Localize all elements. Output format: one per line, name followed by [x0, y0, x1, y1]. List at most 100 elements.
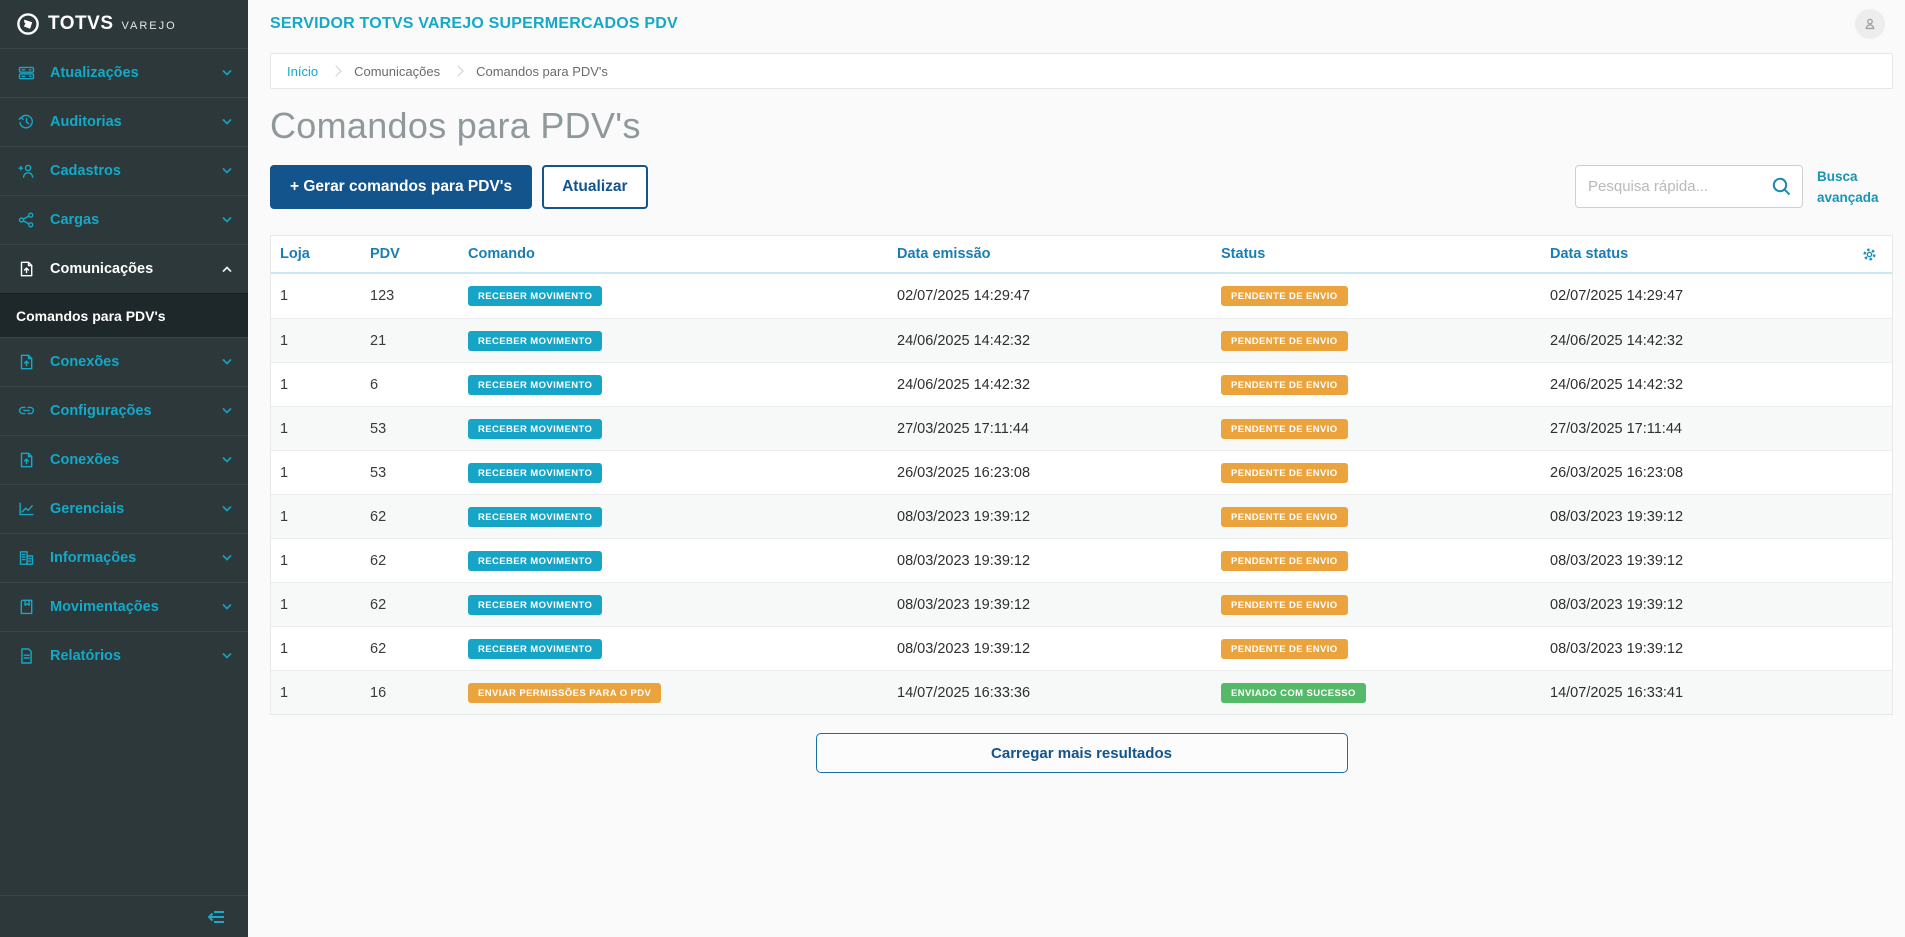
status-badge: PENDENTE DE ENVIO: [1221, 638, 1348, 659]
status-badge: PENDENTE DE ENVIO: [1221, 506, 1348, 527]
cell-data-status: 24/06/2025 14:42:32: [1550, 332, 1684, 349]
chevron-down-icon: [220, 649, 234, 663]
doc-up-icon: [16, 260, 36, 278]
sidebar-item-label: Cargas: [50, 212, 100, 228]
cell-loja: 1: [280, 376, 289, 393]
column-header-loja[interactable]: Loja: [280, 246, 310, 262]
cell-data-emissao: 08/03/2023 19:39:12: [897, 508, 1031, 525]
cell-data-emissao: 08/03/2023 19:39:12: [897, 596, 1031, 613]
sidebar-item-relato-rios[interactable]: Relatórios: [0, 631, 248, 680]
status-badge: PENDENTE DE ENVIO: [1221, 330, 1348, 351]
table-row[interactable]: 1 62 RECEBER MOVIMENTO 08/03/2023 19:39:12 P…: [271, 538, 1892, 582]
sidebar-item-informac-o-es[interactable]: Informações: [0, 533, 248, 582]
totvs-logo-icon: [16, 12, 40, 36]
command-badge: RECEBER MOVIMENTO: [468, 638, 603, 659]
quick-search: [1575, 165, 1803, 209]
cell-pdv: 53: [370, 420, 387, 437]
cell-data-status: 08/03/2023 19:39:12: [1550, 596, 1684, 613]
user-avatar-button[interactable]: [1855, 9, 1885, 39]
sidebar-item-cadastros[interactable]: Cadastros: [0, 146, 248, 195]
sidebar-item-auditorias[interactable]: Auditorias: [0, 97, 248, 146]
doc-up-icon: [16, 451, 36, 469]
sidebar-item-label: Comunicações: [50, 261, 154, 277]
cell-data-status: 27/03/2025 17:11:44: [1550, 420, 1682, 437]
user-add-icon: [16, 162, 36, 180]
generate-commands-button[interactable]: + Gerar comandos para PDV's: [270, 165, 533, 209]
command-badge: RECEBER MOVIMENTO: [468, 286, 603, 306]
sidebar-subitem-comandos-para-pdv-s[interactable]: Comandos para PDV's: [0, 293, 248, 337]
sidebar-item-conexo-es[interactable]: Conexões: [0, 337, 248, 386]
sidebar-item-cargas[interactable]: Cargas: [0, 195, 248, 244]
topbar: SERVIDOR TOTVS VAREJO SUPERMERCADOS PDV: [248, 0, 1905, 48]
chevron-down-icon: [220, 404, 234, 418]
cell-data-emissao: 26/03/2025 16:23:08: [897, 464, 1031, 481]
breadcrumb-item-comunicac-o-es[interactable]: Comunicações: [354, 63, 441, 79]
cell-loja: 1: [280, 420, 289, 437]
cell-pdv: 123: [370, 288, 395, 304]
column-header-data-status[interactable]: Data status: [1550, 246, 1629, 262]
sidebar-menu: Atualizações Auditorias Cadastros Cargas Com…: [0, 48, 248, 680]
totvs-logo: TOTVS VAREJO: [0, 0, 248, 48]
collapse-sidebar-icon[interactable]: [206, 908, 226, 926]
breadcrumb-item-comandos-para-pdv-s[interactable]: Comandos para PDV's: [476, 63, 608, 79]
sidebar-item-comunicac-o-es[interactable]: Comunicações: [0, 244, 248, 293]
cell-data-status: 08/03/2023 19:39:12: [1550, 508, 1684, 525]
sidebar-item-label: Atualizações: [50, 65, 139, 81]
command-badge: RECEBER MOVIMENTO: [468, 330, 603, 351]
advanced-search-link[interactable]: Busca avançada: [1817, 169, 1879, 205]
chevron-down-icon: [220, 164, 234, 178]
table-row[interactable]: 1 16 ENVIAR PERMISSÕES PARA O PDV 14/07/202…: [271, 670, 1892, 714]
cell-data-emissao: 02/07/2025 14:29:47: [897, 288, 1031, 304]
table-row[interactable]: 1 123 RECEBER MOVIMENTO 02/07/2025 14:29:47…: [271, 274, 1892, 318]
sidebar-item-atualizac-o-es[interactable]: Atualizações: [0, 48, 248, 97]
sidebar-item-gerenciais[interactable]: Gerenciais: [0, 484, 248, 533]
cell-data-status: 14/07/2025 16:33:41: [1550, 684, 1684, 701]
history-icon: [16, 113, 36, 131]
table-row[interactable]: 1 62 RECEBER MOVIMENTO 08/03/2023 19:39:12 P…: [271, 582, 1892, 626]
table-row[interactable]: 1 53 RECEBER MOVIMENTO 26/03/2025 16:23:08 P…: [271, 450, 1892, 494]
sidebar-item-label: Auditorias: [50, 114, 122, 130]
load-more-button[interactable]: Carregar mais resultados: [815, 733, 1348, 773]
cell-pdv: 21: [370, 332, 387, 349]
cell-data-status: 08/03/2023 19:39:12: [1550, 640, 1684, 657]
table-row[interactable]: 1 21 RECEBER MOVIMENTO 24/06/2025 14:42:32 P…: [271, 318, 1892, 362]
cell-loja: 1: [280, 508, 289, 525]
breadcrumb: Início Comunicações Comandos para PDV's: [270, 53, 1893, 89]
chevron-down-icon: [220, 355, 234, 369]
column-header-pdv[interactable]: PDV: [370, 246, 400, 262]
cell-loja: 1: [280, 464, 289, 481]
user-icon: [1865, 18, 1875, 30]
cell-data-emissao: 24/06/2025 14:42:32: [897, 376, 1031, 393]
column-header-comando[interactable]: Comando: [468, 246, 535, 262]
cell-loja: 1: [280, 684, 289, 701]
cell-data-status: 26/03/2025 16:23:08: [1550, 464, 1684, 481]
cell-data-emissao: 08/03/2023 19:39:12: [897, 552, 1031, 569]
status-badge: ENVIADO COM SUCESSO: [1221, 682, 1366, 703]
refresh-button[interactable]: Atualizar: [542, 165, 648, 209]
chevron-down-icon: [220, 551, 234, 565]
status-badge: PENDENTE DE ENVIO: [1221, 418, 1348, 439]
status-badge: PENDENTE DE ENVIO: [1221, 550, 1348, 571]
cell-pdv: 62: [370, 552, 387, 569]
chart-icon: [16, 500, 36, 518]
sidebar-item-conexo-es[interactable]: Conexões: [0, 435, 248, 484]
breadcrumb-item-ini-cio[interactable]: Início: [287, 63, 319, 79]
chevron-down-icon: [220, 213, 234, 227]
table-row[interactable]: 1 62 RECEBER MOVIMENTO 08/03/2023 19:39:12 P…: [271, 494, 1892, 538]
quick-search-input[interactable]: [1575, 165, 1803, 208]
sidebar-item-movimentac-o-es[interactable]: Movimentações: [0, 582, 248, 631]
column-header-status[interactable]: Status: [1221, 246, 1266, 262]
sidebar-item-configurac-o-es[interactable]: Configurações: [0, 386, 248, 435]
table-row[interactable]: 1 6 RECEBER MOVIMENTO 24/06/2025 14:42:32 PE…: [271, 362, 1892, 406]
cell-pdv: 62: [370, 596, 387, 613]
column-header-data-emissa-o[interactable]: Data emissão: [897, 246, 991, 262]
search-icon[interactable]: [1770, 175, 1793, 198]
table-row[interactable]: 1 62 RECEBER MOVIMENTO 08/03/2023 19:39:12 P…: [271, 626, 1892, 670]
cell-data-status: 08/03/2023 19:39:12: [1550, 552, 1684, 569]
table-header-row: Loja PDV Comando Data emissão Status Data sta…: [271, 236, 1892, 274]
table-row[interactable]: 1 53 RECEBER MOVIMENTO 27/03/2025 17:11:44 P…: [271, 406, 1892, 450]
chevron-down-icon: [220, 600, 234, 614]
command-badge: RECEBER MOVIMENTO: [468, 462, 603, 483]
cell-data-emissao: 14/07/2025 16:33:36: [897, 684, 1031, 701]
table-settings-gear-icon[interactable]: [1846, 246, 1892, 263]
